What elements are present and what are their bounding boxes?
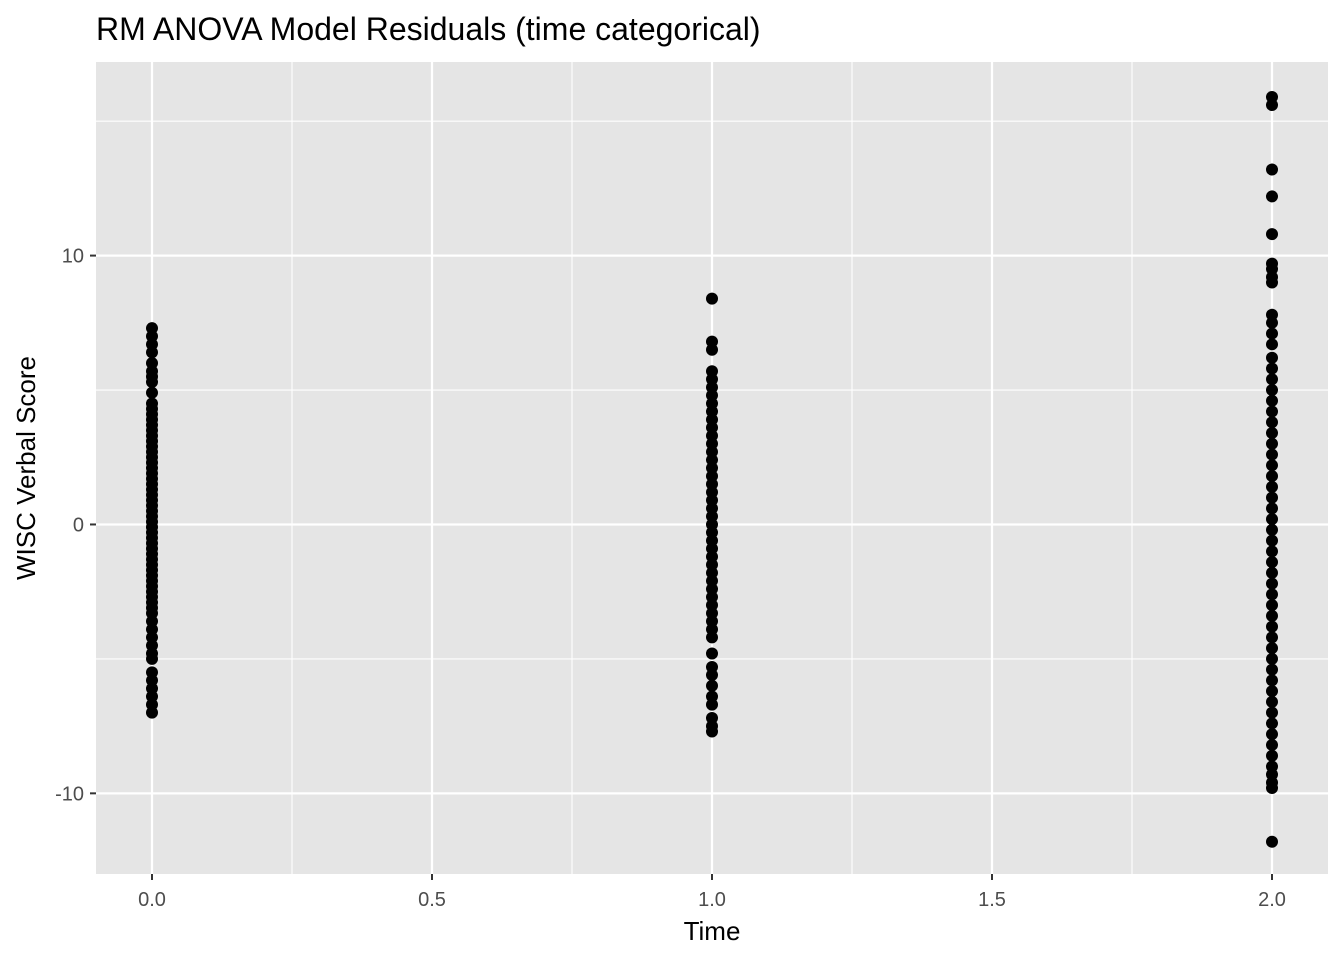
data-point (706, 698, 718, 711)
data-point (1266, 351, 1278, 364)
data-point (1266, 835, 1278, 848)
data-point (1266, 99, 1278, 112)
data-point (1266, 534, 1278, 547)
x-tick-labels: 0.0 0.5 1.0 1.5 2.0 (138, 889, 1286, 911)
data-point (706, 679, 718, 692)
x-tick-label: 0.5 (418, 889, 446, 911)
data-point (1266, 373, 1278, 386)
data-point (146, 386, 158, 399)
data-point (1266, 228, 1278, 241)
data-point (706, 725, 718, 738)
axis-ticks (90, 254, 1273, 880)
data-point (1266, 695, 1278, 708)
data-point (1266, 448, 1278, 461)
data-point (1266, 459, 1278, 472)
data-point (1266, 728, 1278, 741)
data-point (1266, 588, 1278, 601)
y-axis-title: WISC Verbal Score (11, 356, 41, 580)
x-tick-label: 1.5 (978, 889, 1006, 911)
data-point (1266, 685, 1278, 698)
data-point (1266, 523, 1278, 536)
data-point (1266, 163, 1278, 176)
data-point (1266, 674, 1278, 687)
data-point (1266, 327, 1278, 340)
chart-title: RM ANOVA Model Residuals (time categoric… (96, 11, 761, 47)
data-point (1266, 599, 1278, 612)
data-point (1266, 566, 1278, 579)
x-tick-label: 1.0 (698, 889, 726, 911)
y-tick-label: -10 (55, 783, 84, 805)
data-point (1266, 416, 1278, 429)
data-point (1266, 642, 1278, 655)
data-point (1266, 513, 1278, 526)
data-point (1266, 781, 1278, 794)
data-point (1266, 491, 1278, 504)
data-point (1266, 652, 1278, 665)
data-point (1266, 190, 1278, 203)
data-point (1266, 394, 1278, 407)
data-point (706, 343, 718, 356)
data-point (1266, 427, 1278, 440)
data-point (1266, 556, 1278, 569)
data-point (1266, 620, 1278, 633)
data-point (1266, 405, 1278, 418)
data-point (1266, 480, 1278, 493)
data-point (146, 346, 158, 359)
data-point (1266, 706, 1278, 719)
data-point (146, 652, 158, 665)
x-axis-title: Time (684, 916, 741, 946)
data-point (706, 631, 718, 644)
data-point (146, 375, 158, 388)
data-point (1266, 316, 1278, 329)
x-tick-label: 2.0 (1258, 889, 1286, 911)
data-points (146, 90, 1278, 848)
data-point (1266, 437, 1278, 450)
data-point (706, 292, 718, 305)
data-point (1266, 502, 1278, 515)
y-tick-labels: -10 0 10 (55, 246, 84, 806)
data-point (1266, 545, 1278, 558)
data-point (1266, 738, 1278, 751)
data-point (706, 647, 718, 660)
data-point (1266, 577, 1278, 590)
data-point (1266, 609, 1278, 622)
y-tick-label: 10 (62, 246, 84, 268)
data-point (1266, 749, 1278, 762)
data-point (1266, 338, 1278, 351)
x-tick-label: 0.0 (138, 889, 166, 911)
data-point (1266, 470, 1278, 483)
data-point (1266, 717, 1278, 730)
data-point (1266, 276, 1278, 289)
data-point (1266, 631, 1278, 644)
data-point (706, 669, 718, 682)
data-point (1266, 384, 1278, 397)
data-point (146, 706, 158, 719)
data-point (1266, 663, 1278, 676)
data-point (1266, 362, 1278, 375)
y-tick-label: 0 (73, 514, 84, 536)
